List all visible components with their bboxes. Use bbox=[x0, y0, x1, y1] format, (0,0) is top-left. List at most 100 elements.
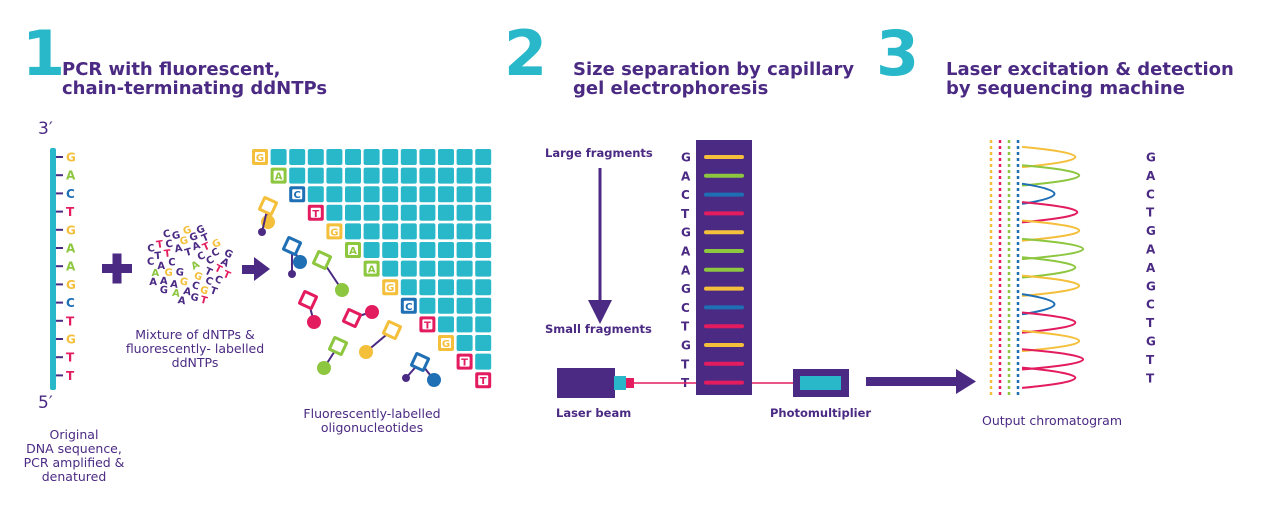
mixture-letter: A bbox=[160, 276, 169, 288]
gel-base-letter: C bbox=[681, 301, 690, 315]
ddntp-base-tag-inner bbox=[413, 355, 427, 369]
mixture-letter: G bbox=[188, 231, 199, 244]
mixture-letter: C bbox=[165, 239, 174, 251]
oligo-cell bbox=[475, 316, 492, 333]
chromatogram-peak bbox=[1021, 145, 1076, 169]
plus-icon bbox=[102, 253, 132, 284]
gel-band bbox=[704, 155, 744, 159]
laser-device bbox=[557, 368, 634, 398]
mixture-letter: T bbox=[201, 241, 212, 254]
mixture-letter: G bbox=[175, 267, 184, 279]
oligo-cell bbox=[382, 242, 399, 258]
step-1-number: 1 bbox=[22, 17, 65, 90]
oligo-cell bbox=[400, 204, 417, 221]
mixture-letter: C bbox=[190, 280, 200, 293]
oligo-cell bbox=[438, 297, 454, 314]
ddntp-base-tag-inner bbox=[345, 311, 359, 325]
mixture-letter: C bbox=[203, 275, 214, 288]
oligo-cell bbox=[475, 242, 492, 258]
oligo-cell bbox=[456, 297, 473, 314]
mixture-letter: C bbox=[162, 228, 172, 240]
template-base: A bbox=[66, 260, 76, 274]
chromatogram-base-letter: C bbox=[1146, 298, 1155, 312]
oligo-cell bbox=[400, 223, 417, 240]
oligo-cell bbox=[456, 316, 473, 333]
gel-base-letter: T bbox=[681, 320, 690, 334]
oligo-base-letter: G bbox=[442, 339, 450, 350]
oligo-cell bbox=[363, 186, 380, 203]
oligo-base-letter: G bbox=[386, 283, 394, 294]
oligo-cell bbox=[438, 149, 454, 165]
template-base: T bbox=[66, 314, 75, 328]
chromatogram-peak bbox=[1021, 348, 1085, 371]
template-base: G bbox=[66, 333, 76, 347]
gel-band bbox=[704, 192, 744, 197]
oligo-terminal-base-inner bbox=[329, 226, 340, 237]
oligo-cell bbox=[326, 204, 343, 221]
mixture-letter: A bbox=[177, 295, 187, 307]
ddntp-base-tag-inner bbox=[261, 199, 275, 213]
oligo-cell bbox=[438, 260, 454, 277]
chromatogram-peak bbox=[1021, 182, 1056, 205]
oligo-terminal-base-inner bbox=[366, 263, 377, 274]
ddntp-ball bbox=[293, 255, 307, 269]
template-base: T bbox=[66, 351, 75, 365]
mixture-letter: C bbox=[147, 243, 156, 255]
chromatogram-peak bbox=[1021, 256, 1076, 279]
oligo-cell bbox=[438, 223, 454, 240]
oligo-cell bbox=[438, 279, 454, 296]
chromatogram-base-letter: G bbox=[1146, 224, 1156, 238]
mixture-letter: T bbox=[203, 266, 214, 279]
mixture-letter: T bbox=[154, 251, 162, 263]
oligo-cell bbox=[326, 149, 343, 165]
gel-band bbox=[704, 305, 744, 310]
mixture-letter: A bbox=[152, 268, 160, 279]
mixture-letter: G bbox=[171, 230, 182, 243]
oligo-cell bbox=[382, 149, 399, 165]
oligo-cell bbox=[419, 279, 436, 296]
gel-base-letter: G bbox=[681, 339, 691, 353]
ddntp-ball bbox=[307, 315, 321, 329]
mixture-letter: C bbox=[210, 247, 222, 260]
mixture-letter: C bbox=[213, 274, 224, 287]
oligo-cell bbox=[419, 223, 436, 240]
small-fragments-label: Small fragments bbox=[545, 322, 652, 336]
chromatogram-base-letter: C bbox=[1146, 187, 1155, 201]
mixture-letter: A bbox=[182, 286, 192, 299]
chromatogram-peak bbox=[1021, 366, 1076, 389]
photomultiplier-label: Photomultiplier bbox=[770, 406, 872, 420]
chromatogram-peak bbox=[1021, 237, 1085, 261]
template-5prime-label: 5′ bbox=[38, 393, 53, 413]
large-fragments-label: Large fragments bbox=[545, 146, 653, 160]
ddntp-ball bbox=[258, 228, 266, 236]
oligo-cell bbox=[475, 279, 492, 296]
gel-column bbox=[696, 140, 752, 395]
oligo-cell bbox=[438, 316, 454, 333]
gel-band bbox=[704, 267, 744, 272]
oligo-base-letter: C bbox=[405, 302, 412, 313]
gel-band bbox=[704, 343, 744, 347]
oligo-terminal-base-inner bbox=[478, 375, 489, 386]
mixture-letter: T bbox=[212, 263, 223, 276]
chromatogram-peak bbox=[1021, 293, 1056, 316]
oligonucleotides-caption: Fluorescently-labelled oligonucleotides bbox=[303, 406, 441, 435]
oligo-base-letter: A bbox=[275, 172, 283, 183]
gel-base-letter: A bbox=[681, 169, 691, 183]
gel-band bbox=[704, 286, 744, 291]
ddntp-base-tag-inner bbox=[385, 323, 399, 337]
oligo-cell bbox=[475, 223, 492, 240]
oligo-cell bbox=[456, 223, 473, 240]
ddntp-ball bbox=[427, 373, 441, 387]
gel-base-letter: G bbox=[681, 151, 691, 165]
oligo-cell bbox=[363, 149, 380, 165]
mixture-letter: G bbox=[189, 292, 200, 305]
oligo-cell bbox=[438, 186, 454, 203]
chromatogram-peak bbox=[1021, 311, 1076, 334]
oligo-cell bbox=[456, 279, 473, 296]
mixture-letter: T bbox=[184, 247, 194, 260]
oligo-cell bbox=[475, 297, 492, 314]
oligo-cell bbox=[363, 242, 380, 258]
ddntp-base-tag-inner bbox=[315, 253, 329, 267]
gel-bands bbox=[704, 155, 744, 385]
